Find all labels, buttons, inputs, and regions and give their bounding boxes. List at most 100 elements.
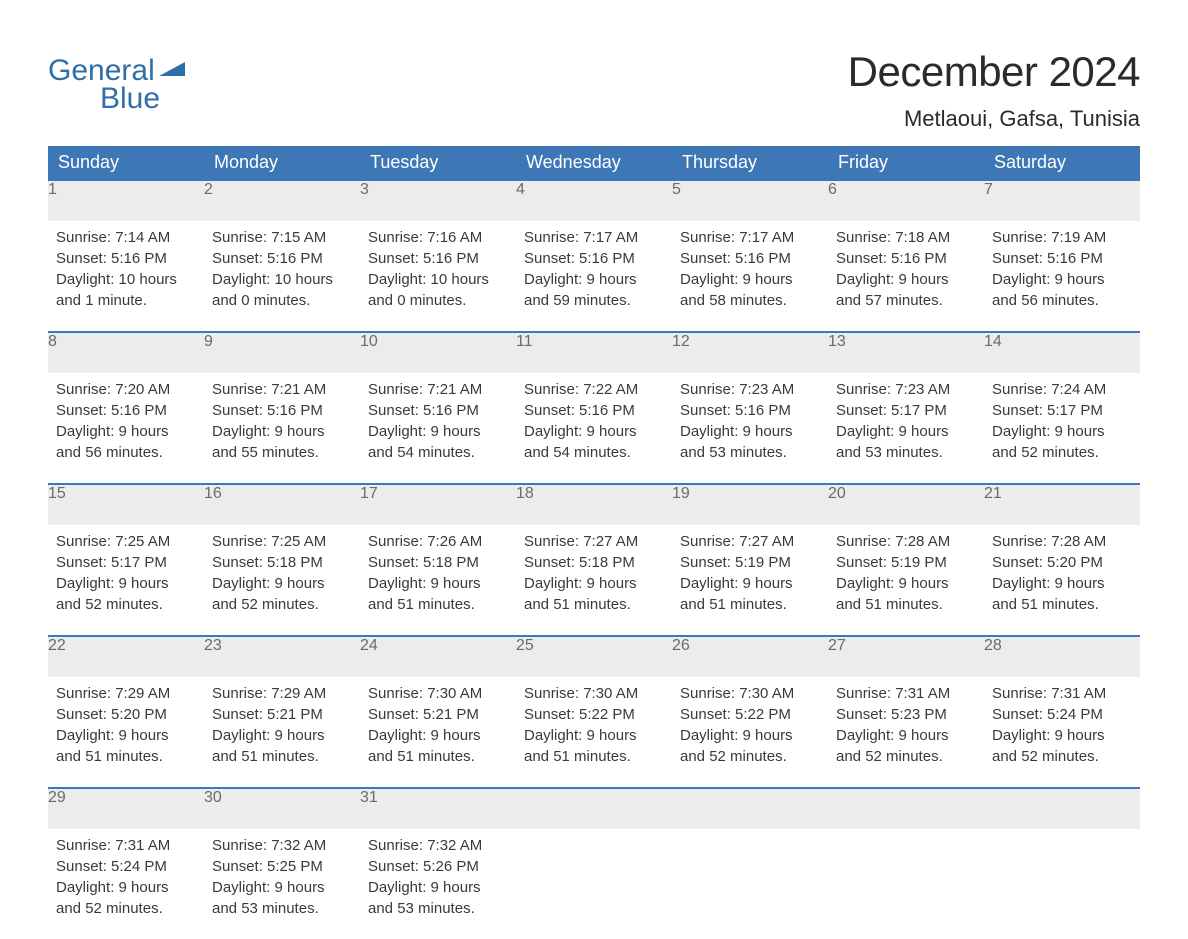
day-number-cell: 4	[516, 180, 672, 221]
daylight-line: Daylight: 9 hours	[992, 269, 1132, 290]
daylight-line2: and 54 minutes.	[524, 442, 664, 463]
daylight-line: Daylight: 9 hours	[836, 269, 976, 290]
daylight-line: Daylight: 9 hours	[212, 877, 352, 898]
day-cell	[516, 829, 672, 939]
day-number-cell: 8	[48, 332, 204, 373]
day-content: Sunrise: 7:28 AMSunset: 5:20 PMDaylight:…	[984, 525, 1140, 615]
brand-part2: Blue	[100, 82, 160, 116]
sunrise-line: Sunrise: 7:27 AM	[680, 531, 820, 552]
weekday-header: Thursday	[672, 146, 828, 180]
day-number-cell: 30	[204, 788, 360, 829]
day-cell: Sunrise: 7:30 AMSunset: 5:22 PMDaylight:…	[672, 677, 828, 788]
daylight-line: Daylight: 9 hours	[524, 421, 664, 442]
sunrise-line: Sunrise: 7:32 AM	[212, 835, 352, 856]
day-number-cell: 3	[360, 180, 516, 221]
sunrise-line: Sunrise: 7:21 AM	[212, 379, 352, 400]
sunrise-line: Sunrise: 7:15 AM	[212, 227, 352, 248]
day-cell: Sunrise: 7:27 AMSunset: 5:18 PMDaylight:…	[516, 525, 672, 636]
sunrise-line: Sunrise: 7:30 AM	[524, 683, 664, 704]
day-cell: Sunrise: 7:29 AMSunset: 5:20 PMDaylight:…	[48, 677, 204, 788]
daylight-line2: and 55 minutes.	[212, 442, 352, 463]
daylight-line: Daylight: 9 hours	[524, 725, 664, 746]
day-content: Sunrise: 7:16 AMSunset: 5:16 PMDaylight:…	[360, 221, 516, 311]
content-row: Sunrise: 7:25 AMSunset: 5:17 PMDaylight:…	[48, 525, 1140, 636]
daylight-line: Daylight: 9 hours	[56, 877, 196, 898]
sunset-line: Sunset: 5:20 PM	[992, 552, 1132, 573]
daylight-line: Daylight: 9 hours	[836, 421, 976, 442]
sunrise-line: Sunrise: 7:16 AM	[368, 227, 508, 248]
daylight-line: Daylight: 9 hours	[992, 725, 1132, 746]
day-content: Sunrise: 7:29 AMSunset: 5:20 PMDaylight:…	[48, 677, 204, 767]
day-number-cell: 16	[204, 484, 360, 525]
day-content: Sunrise: 7:23 AMSunset: 5:17 PMDaylight:…	[828, 373, 984, 463]
day-number-cell: 25	[516, 636, 672, 677]
day-number-cell: 13	[828, 332, 984, 373]
daylight-line: Daylight: 9 hours	[836, 725, 976, 746]
day-number-cell: 31	[360, 788, 516, 829]
brand-logo: General Blue	[48, 48, 185, 116]
sunset-line: Sunset: 5:16 PM	[368, 400, 508, 421]
daylight-line2: and 51 minutes.	[368, 594, 508, 615]
day-cell: Sunrise: 7:24 AMSunset: 5:17 PMDaylight:…	[984, 373, 1140, 484]
sunrise-line: Sunrise: 7:21 AM	[368, 379, 508, 400]
day-cell: Sunrise: 7:31 AMSunset: 5:24 PMDaylight:…	[48, 829, 204, 939]
sunset-line: Sunset: 5:24 PM	[56, 856, 196, 877]
weekday-header: Tuesday	[360, 146, 516, 180]
daynum-row: 293031	[48, 788, 1140, 829]
daylight-line: Daylight: 9 hours	[212, 573, 352, 594]
daylight-line2: and 53 minutes.	[680, 442, 820, 463]
content-row: Sunrise: 7:14 AMSunset: 5:16 PMDaylight:…	[48, 221, 1140, 332]
sunrise-line: Sunrise: 7:30 AM	[680, 683, 820, 704]
sunset-line: Sunset: 5:21 PM	[212, 704, 352, 725]
day-number-cell: 23	[204, 636, 360, 677]
daylight-line2: and 52 minutes.	[56, 594, 196, 615]
daylight-line2: and 51 minutes.	[836, 594, 976, 615]
sunset-line: Sunset: 5:23 PM	[836, 704, 976, 725]
sunset-line: Sunset: 5:24 PM	[992, 704, 1132, 725]
day-content: Sunrise: 7:26 AMSunset: 5:18 PMDaylight:…	[360, 525, 516, 615]
day-cell: Sunrise: 7:23 AMSunset: 5:16 PMDaylight:…	[672, 373, 828, 484]
day-number-cell: 15	[48, 484, 204, 525]
sunset-line: Sunset: 5:16 PM	[368, 248, 508, 269]
daylight-line: Daylight: 10 hours	[212, 269, 352, 290]
sunset-line: Sunset: 5:22 PM	[524, 704, 664, 725]
daylight-line2: and 52 minutes.	[680, 746, 820, 767]
day-content: Sunrise: 7:32 AMSunset: 5:26 PMDaylight:…	[360, 829, 516, 919]
title-block: December 2024 Metlaoui, Gafsa, Tunisia	[848, 48, 1140, 132]
day-content: Sunrise: 7:31 AMSunset: 5:24 PMDaylight:…	[984, 677, 1140, 767]
sunrise-line: Sunrise: 7:17 AM	[524, 227, 664, 248]
day-content: Sunrise: 7:14 AMSunset: 5:16 PMDaylight:…	[48, 221, 204, 311]
day-cell: Sunrise: 7:26 AMSunset: 5:18 PMDaylight:…	[360, 525, 516, 636]
day-cell: Sunrise: 7:29 AMSunset: 5:21 PMDaylight:…	[204, 677, 360, 788]
day-cell	[828, 829, 984, 939]
day-content: Sunrise: 7:28 AMSunset: 5:19 PMDaylight:…	[828, 525, 984, 615]
day-number-cell: 12	[672, 332, 828, 373]
sunset-line: Sunset: 5:17 PM	[992, 400, 1132, 421]
day-cell: Sunrise: 7:31 AMSunset: 5:24 PMDaylight:…	[984, 677, 1140, 788]
daynum-row: 891011121314	[48, 332, 1140, 373]
daynum-row: 15161718192021	[48, 484, 1140, 525]
content-row: Sunrise: 7:31 AMSunset: 5:24 PMDaylight:…	[48, 829, 1140, 939]
sunrise-line: Sunrise: 7:29 AM	[56, 683, 196, 704]
day-cell	[984, 829, 1140, 939]
day-number-cell: 14	[984, 332, 1140, 373]
sunset-line: Sunset: 5:20 PM	[56, 704, 196, 725]
daylight-line2: and 51 minutes.	[368, 746, 508, 767]
sunset-line: Sunset: 5:16 PM	[212, 400, 352, 421]
day-number-cell: 5	[672, 180, 828, 221]
sunset-line: Sunset: 5:16 PM	[524, 248, 664, 269]
day-number-cell	[516, 788, 672, 829]
day-content: Sunrise: 7:15 AMSunset: 5:16 PMDaylight:…	[204, 221, 360, 311]
day-content: Sunrise: 7:20 AMSunset: 5:16 PMDaylight:…	[48, 373, 204, 463]
sunrise-line: Sunrise: 7:18 AM	[836, 227, 976, 248]
header: General Blue December 2024 Metlaoui, Gaf…	[48, 48, 1140, 132]
day-number-cell: 24	[360, 636, 516, 677]
daynum-row: 1234567	[48, 180, 1140, 221]
day-number-cell: 19	[672, 484, 828, 525]
sunset-line: Sunset: 5:18 PM	[524, 552, 664, 573]
daylight-line2: and 56 minutes.	[992, 290, 1132, 311]
day-cell: Sunrise: 7:15 AMSunset: 5:16 PMDaylight:…	[204, 221, 360, 332]
daylight-line: Daylight: 9 hours	[836, 573, 976, 594]
daylight-line2: and 51 minutes.	[524, 746, 664, 767]
day-cell: Sunrise: 7:25 AMSunset: 5:18 PMDaylight:…	[204, 525, 360, 636]
